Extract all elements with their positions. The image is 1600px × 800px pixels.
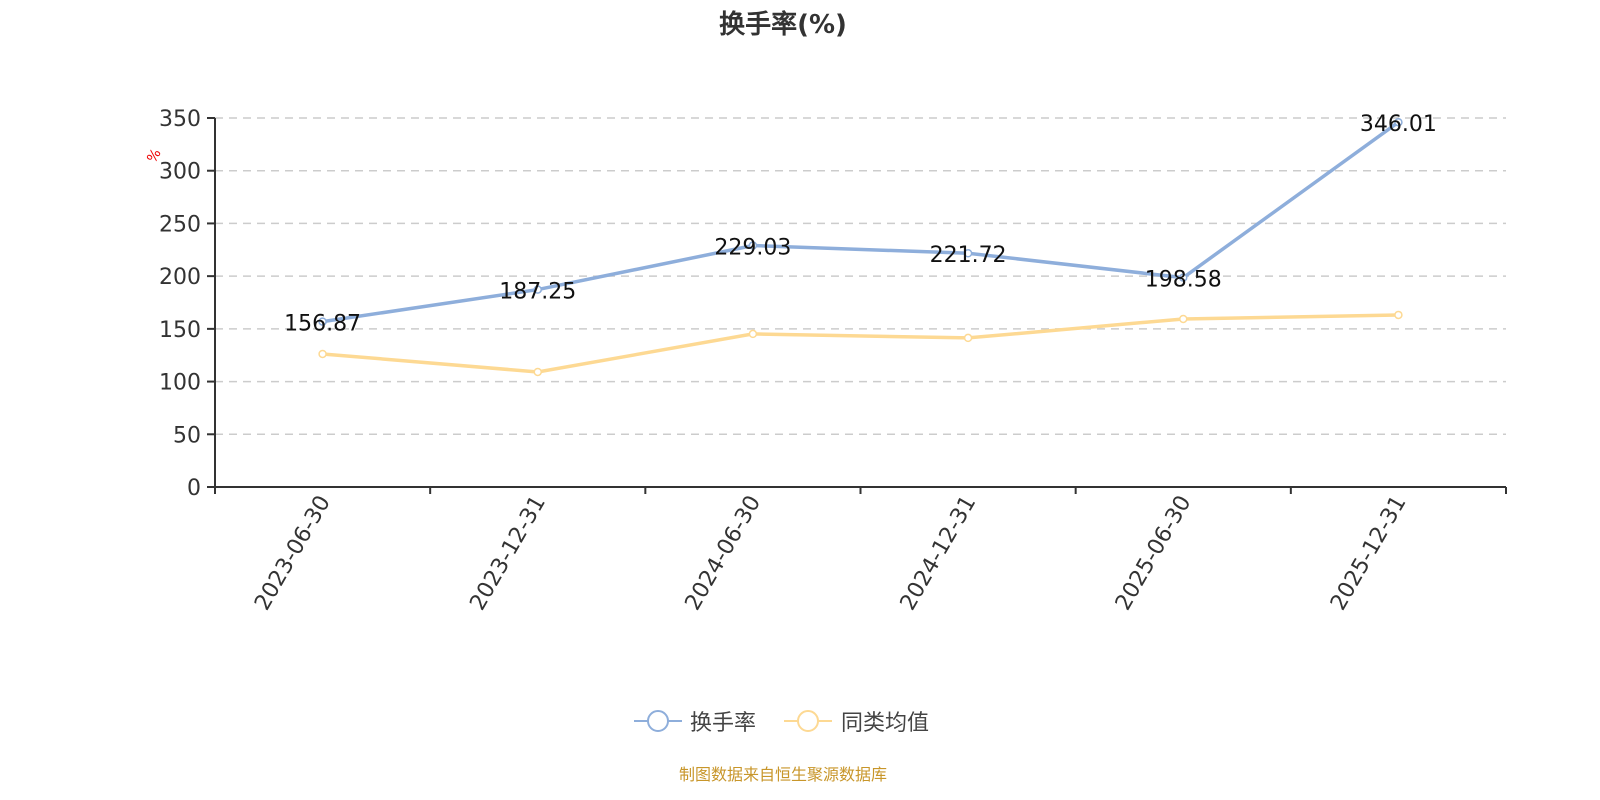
legend: 换手率 同类均值 xyxy=(634,710,929,736)
series-line xyxy=(322,120,1400,324)
y-tick-label: 0 xyxy=(187,476,201,501)
legend-label: 换手率 xyxy=(690,711,756,736)
data-label: 156.87 xyxy=(284,312,361,337)
x-tick-label: 2023-12-31 xyxy=(465,492,551,615)
data-point xyxy=(748,329,758,339)
data-point xyxy=(963,248,973,258)
x-tick-label: 2024-12-31 xyxy=(896,492,982,615)
data-label: 187.25 xyxy=(499,280,576,305)
y-tick-label: 200 xyxy=(159,265,201,290)
data-point xyxy=(1179,314,1188,324)
data-label: 198.58 xyxy=(1145,268,1222,293)
x-tick-label: 2023-06-30 xyxy=(250,492,336,615)
legend-marker-icon xyxy=(647,710,669,732)
legend-item-turnover[interactable]: 换手率 xyxy=(634,710,756,736)
y-tick-label: 250 xyxy=(159,212,201,237)
x-tick-label: 2025-12-31 xyxy=(1326,492,1412,615)
chart-title: 换手率(%) xyxy=(719,9,847,40)
data-label: 221.72 xyxy=(930,243,1007,268)
data-point xyxy=(318,317,327,326)
x-tick-label: 2024-06-30 xyxy=(681,492,767,615)
data-point xyxy=(1179,273,1188,282)
legend-marker-icon xyxy=(797,710,819,732)
data-label: 229.03 xyxy=(714,236,791,261)
legend-label: 同类均值 xyxy=(841,711,929,736)
data-source-note: 制图数据来自恒生聚源数据库 xyxy=(679,765,887,784)
data-point xyxy=(1394,310,1403,320)
data-point xyxy=(533,367,542,377)
data-point xyxy=(318,349,327,359)
y-tick-label: 150 xyxy=(159,318,201,343)
series-line xyxy=(322,313,1399,374)
y-tick-label: 300 xyxy=(159,160,201,185)
y-tick-label: 50 xyxy=(173,423,201,448)
data-point xyxy=(1394,117,1403,127)
legend-item-peer-average[interactable]: 同类均值 xyxy=(784,710,929,736)
data-point xyxy=(533,285,542,294)
data-point xyxy=(963,333,973,343)
data-point xyxy=(748,241,758,250)
y-tick-label: 350 xyxy=(159,107,201,132)
y-tick-label: 100 xyxy=(159,371,201,396)
x-tick-label: 2025-06-30 xyxy=(1111,492,1197,615)
data-label: 346.01 xyxy=(1360,112,1437,137)
